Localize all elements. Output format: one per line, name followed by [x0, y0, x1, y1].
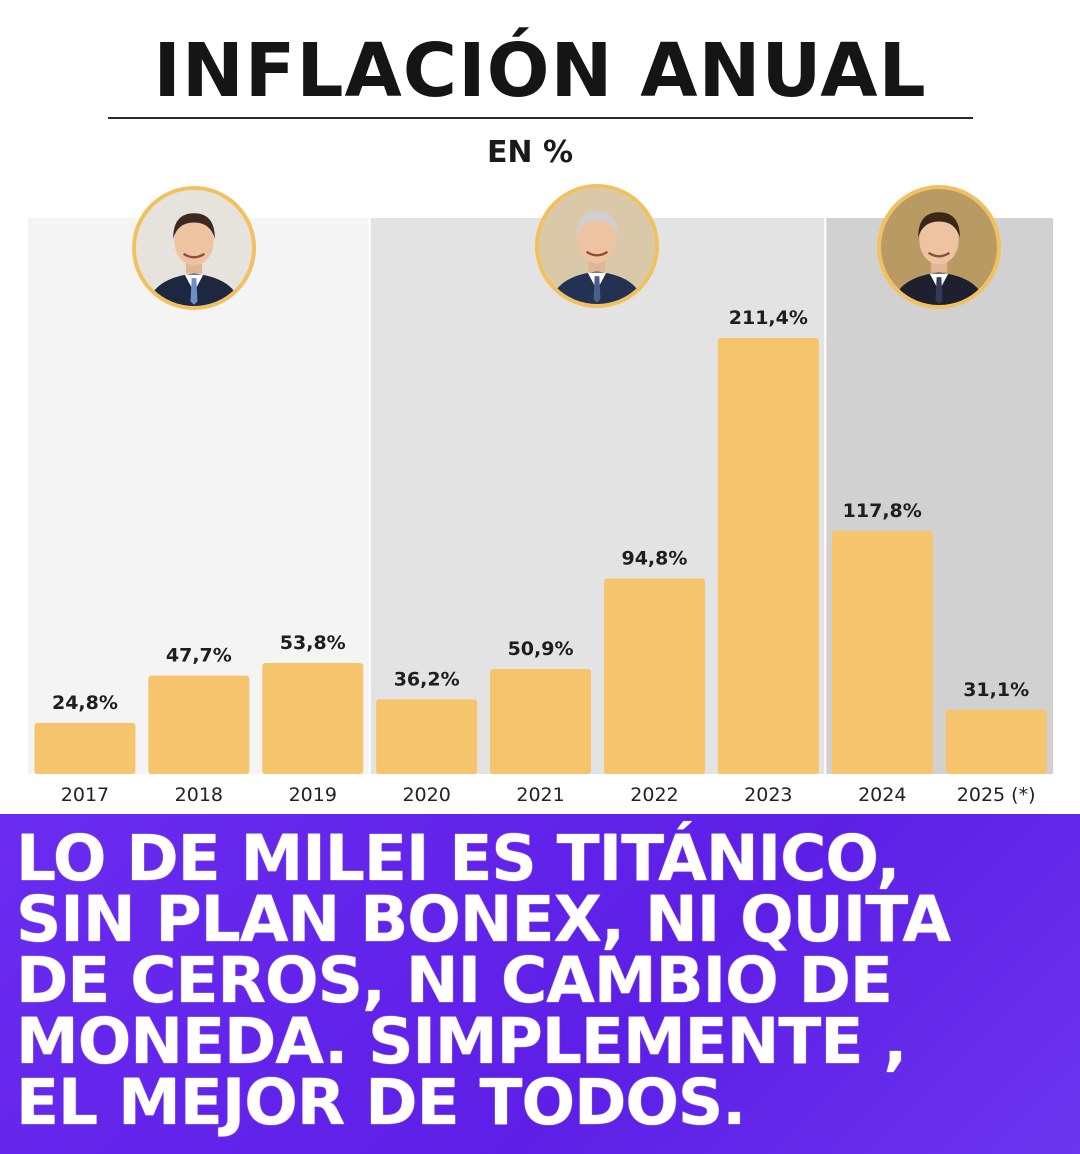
category-label-2023: 2023 — [744, 784, 792, 806]
category-label-2025: 2025 (*) — [957, 784, 1036, 806]
banner-line-5: EL MEJOR DE TODOS. — [16, 1066, 746, 1139]
category-label-2020: 2020 — [402, 784, 450, 806]
category-label-2019: 2019 — [289, 784, 337, 806]
bar-2017 — [34, 722, 136, 774]
bar-2021 — [490, 669, 592, 774]
bar-2018 — [148, 675, 250, 774]
value-label-2024: 117,8% — [843, 500, 922, 522]
chart-subtitle: EN % — [486, 135, 574, 170]
category-label-2017: 2017 — [61, 784, 109, 806]
milei-avatar — [877, 185, 1001, 309]
banner-line-4: MONEDA. SIMPLEMENTE , — [16, 1005, 907, 1078]
category-label-2024: 2024 — [858, 784, 906, 806]
bar-2023 — [717, 338, 819, 774]
banner-message: LO DE MILEI ES TITÁNICO, SIN PLAN BONEX,… — [16, 822, 1066, 1139]
bar-2019 — [262, 663, 364, 774]
title-divider — [108, 117, 973, 119]
value-label-2018: 47,7% — [166, 645, 232, 667]
bar-2025 — [945, 709, 1047, 774]
value-label-2020: 36,2% — [394, 668, 460, 690]
category-label-2021: 2021 — [516, 784, 564, 806]
value-label-2022: 94,8% — [621, 547, 687, 569]
message-banner — [0, 814, 1080, 1154]
value-label-2019: 53,8% — [280, 632, 346, 654]
macri-avatar — [132, 186, 256, 310]
category-label-2022: 2022 — [630, 784, 678, 806]
banner-line-2: SIN PLAN BONEX, NI QUITA — [16, 883, 951, 956]
value-label-2017: 24,8% — [52, 692, 118, 714]
bar-2020 — [376, 699, 478, 774]
banner-line-1: LO DE MILEI ES TITÁNICO, — [16, 822, 900, 895]
chart-title: INFLACIÓN ANUAL — [153, 28, 927, 114]
value-label-2021: 50,9% — [508, 638, 574, 660]
value-label-2025: 31,1% — [963, 679, 1029, 701]
bar-2022 — [603, 578, 705, 774]
value-label-2023: 211,4% — [729, 307, 808, 329]
banner-line-3: DE CEROS, NI CAMBIO DE — [16, 944, 893, 1017]
category-label-2018: 2018 — [175, 784, 223, 806]
fernandez-avatar — [535, 184, 659, 308]
bar-2024 — [831, 531, 933, 774]
inflation-bar-chart: 24,8% 2017 47,7% 2018 53,8% 2019 36,2% 2020 50,9… — [28, 218, 1054, 806]
